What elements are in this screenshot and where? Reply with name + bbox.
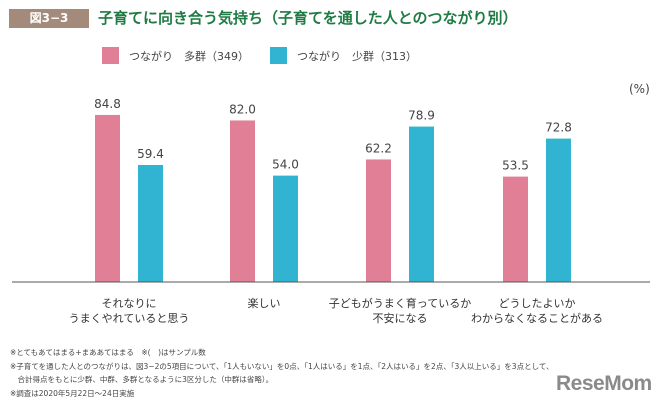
legend-item-many: つながり 多群（349） — [102, 47, 249, 64]
category-label: それなりに うまくやれていると思う — [68, 297, 190, 325]
data-label: 82.0 — [229, 102, 256, 116]
category-label: 楽しい — [247, 297, 281, 310]
legend-swatch-blue — [270, 47, 287, 64]
legend-label: つながり 多群（349） — [129, 49, 249, 63]
data-label: 59.4 — [137, 147, 164, 161]
category-label: どうしたよいか わからなくなることがある — [471, 297, 603, 325]
data-label: 62.2 — [365, 141, 392, 155]
data-label: 72.8 — [545, 121, 572, 135]
data-label: 54.0 — [272, 158, 299, 172]
footnotes: ※とてもあてはまる+まああてはまる ※( )はサンプル数 ※子育てを通した人との… — [10, 346, 553, 400]
note: ※とてもあてはまる+まああてはまる ※( )はサンプル数 — [10, 348, 206, 357]
bar-many-1 — [230, 120, 255, 283]
data-label: 84.8 — [94, 97, 121, 111]
bar-few-0 — [138, 164, 163, 282]
unit-label: (%) — [629, 82, 650, 96]
legend-label: つながり 少群（313） — [297, 49, 417, 63]
bar-few-3 — [546, 138, 571, 282]
bar-many-0 — [95, 114, 120, 282]
data-label: 78.9 — [408, 109, 435, 123]
legend-item-few: つながり 少群（313） — [270, 47, 417, 64]
legend-swatch-pink — [102, 47, 119, 64]
category-label: 子どもがうまく育っているか 不安になる — [328, 297, 472, 325]
bar-many-2 — [366, 159, 391, 282]
chart-title: 子育てに向き合う気持ち（子育てを通した人とのつながり別） — [98, 9, 518, 27]
bar-few-1 — [273, 175, 298, 282]
note: 合計得点をもとに少群、中群、多群となるように3区分した（中群は省略）。 — [10, 375, 274, 384]
note: ※調査は2020年5月22日〜24日実施 — [10, 388, 135, 398]
data-label: 53.5 — [502, 159, 529, 173]
bar-many-3 — [503, 176, 528, 282]
logo: ReseMom — [556, 372, 652, 395]
note: ※子育てを通した人とのつながりは、図3−2の5項目について、「1人もいない」を0… — [10, 361, 554, 371]
bar-few-2 — [409, 126, 434, 282]
figure-label: 図3−3 — [9, 9, 89, 28]
